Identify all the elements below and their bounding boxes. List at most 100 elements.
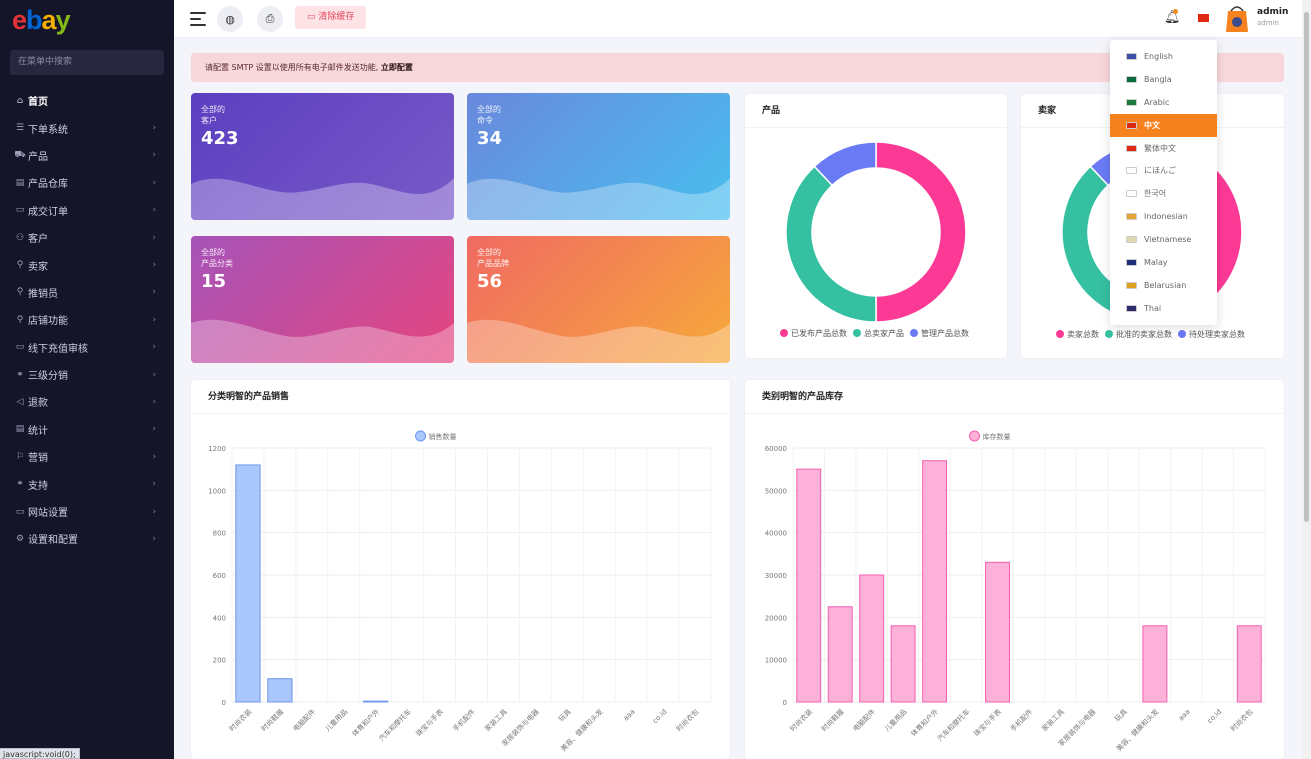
- legend-entry[interactable]: 总卖家产品: [853, 328, 904, 339]
- bar[interactable]: [1142, 625, 1168, 703]
- stat-value: 423: [201, 128, 239, 149]
- y-tick-label: 1000: [208, 487, 226, 495]
- language-option[interactable]: 中文: [1110, 113, 1217, 137]
- sidebar-item[interactable]: ▭ 线下充值审核 ›: [0, 334, 174, 361]
- legend-entry[interactable]: 批准的卖家总数: [1105, 329, 1172, 340]
- sidebar-item[interactable]: ⌂ 首页: [0, 87, 174, 114]
- menu-toggle-icon[interactable]: [190, 12, 206, 26]
- x-tick-label: 时尚衣包: [1229, 707, 1255, 733]
- x-tick-label: 电脑配件: [851, 707, 877, 733]
- menu-icon: ⚲: [16, 314, 24, 325]
- legend-swatch[interactable]: [415, 430, 426, 442]
- language-option[interactable]: Malay: [1110, 251, 1217, 274]
- flag-icon: [1126, 304, 1137, 312]
- legend-entry[interactable]: 已发布产品总数: [780, 328, 847, 339]
- language-option[interactable]: English: [1110, 45, 1217, 68]
- chevron-right-icon: ›: [152, 150, 156, 161]
- x-tick-label: 珠宝与手表: [414, 707, 445, 738]
- clear-cache-button[interactable]: ▭ 清除缓存: [295, 6, 367, 29]
- sidebar-item[interactable]: ⚐ 营销 ›: [0, 443, 174, 470]
- clear-cache-label: 清除缓存: [318, 12, 355, 22]
- sidebar-item[interactable]: ⚭ 支持 ›: [0, 470, 174, 497]
- language-option[interactable]: 繁体中文: [1110, 137, 1217, 160]
- bar[interactable]: [235, 464, 261, 703]
- donut-slice[interactable]: [875, 141, 967, 323]
- chevron-right-icon: ›: [152, 479, 156, 490]
- bar[interactable]: [922, 460, 948, 703]
- bar[interactable]: [859, 574, 885, 703]
- sidebar-item[interactable]: ⚲ 推销员 ›: [0, 279, 174, 306]
- sidebar-item[interactable]: ⚇ 客户 ›: [0, 224, 174, 251]
- language-option[interactable]: Vietnamese: [1110, 228, 1217, 251]
- language-option[interactable]: Indonesian: [1110, 205, 1217, 228]
- legend-swatch[interactable]: [969, 430, 980, 442]
- bar[interactable]: [827, 606, 853, 703]
- sidebar-item-label: 店铺功能: [28, 316, 68, 328]
- language-option[interactable]: Thai: [1110, 297, 1217, 320]
- donut-slice[interactable]: [1061, 165, 1153, 323]
- menu-icon: ☰: [15, 123, 25, 134]
- sidebar-item[interactable]: ⚭ 三级分销 ›: [0, 361, 174, 388]
- language-option[interactable]: Bangla: [1110, 68, 1217, 91]
- legend-entry[interactable]: 管理产品总数: [910, 328, 969, 339]
- sidebar-item[interactable]: ▭ 网站设置 ›: [0, 498, 174, 525]
- globe-button[interactable]: ◍: [217, 6, 243, 32]
- stat-line2: 客户: [201, 116, 217, 125]
- sales-bar-chart: 销售数量 0 200 400 600 800 1000 1200 时尚衣装 时尚鞋履 电脑配件 儿童用…: [208, 430, 712, 753]
- chevron-right-icon: ›: [152, 369, 156, 380]
- x-tick-label: 时尚衣装: [788, 707, 814, 733]
- bar[interactable]: [267, 678, 293, 703]
- bar[interactable]: [985, 561, 1010, 703]
- bar[interactable]: [796, 468, 822, 703]
- configure-now-link[interactable]: 立即配置: [380, 63, 413, 72]
- language-option[interactable]: Arabic: [1110, 91, 1217, 114]
- status-tooltip: javascript:void(0);: [0, 748, 80, 759]
- bar[interactable]: [890, 625, 916, 703]
- language-option[interactable]: Belarusian: [1110, 274, 1217, 297]
- language-option[interactable]: にほんご: [1110, 159, 1217, 182]
- sidebar-item[interactable]: ▤ 统计 ›: [0, 416, 174, 443]
- sidebar-item[interactable]: ◁ 退款 ›: [0, 388, 174, 415]
- flag-icon: [1126, 258, 1137, 266]
- sidebar-item[interactable]: ▤ 产品仓库 ›: [0, 169, 174, 196]
- donut-slice[interactable]: [813, 141, 877, 187]
- sidebar-item[interactable]: ⚲ 卖家 ›: [0, 251, 174, 278]
- x-tick-label: 家装工具: [483, 707, 509, 733]
- product-donut-chart: [785, 141, 967, 323]
- sidebar-item[interactable]: ⚙ 设置和配置 ›: [0, 525, 174, 552]
- avatar[interactable]: [1225, 3, 1249, 33]
- x-tick-label: 体育和户外: [350, 707, 381, 738]
- sidebar-item[interactable]: ⚲ 店铺功能 ›: [0, 306, 174, 333]
- flag-icon: [1126, 190, 1137, 198]
- language-flag-icon[interactable]: [1198, 14, 1209, 22]
- ebay-logo[interactable]: ebay: [12, 4, 71, 35]
- chevron-right-icon: ›: [152, 260, 156, 271]
- page-scrollbar[interactable]: [1302, 0, 1311, 759]
- sidebar-item-label: 客户: [28, 234, 48, 246]
- y-tick-label: 400: [213, 614, 226, 622]
- sidebar-item[interactable]: ▭ 成交订单 ›: [0, 197, 174, 224]
- bar[interactable]: [1236, 625, 1262, 703]
- stat-line1: 全部的: [477, 105, 501, 114]
- flag-icon: [1126, 98, 1137, 106]
- x-tick-label: 汽车和摩托车: [935, 707, 971, 743]
- chevron-right-icon: ›: [152, 342, 156, 353]
- user-name[interactable]: admin: [1257, 7, 1289, 17]
- language-label: にほんご: [1144, 166, 1176, 176]
- sidebar-item[interactable]: ⛟ 产品 ›: [0, 142, 174, 169]
- x-tick-label: aaa: [622, 708, 637, 723]
- language-option[interactable]: 한국어: [1110, 182, 1217, 205]
- legend-entry[interactable]: 卖家总数: [1056, 329, 1099, 340]
- sidebar-item-label: 产品仓库: [28, 179, 68, 191]
- legend-entry[interactable]: 待处理卖家总数: [1178, 329, 1245, 340]
- chevron-right-icon: ›: [152, 232, 156, 243]
- sidebar-item[interactable]: ☰ 下单系统 ›: [0, 114, 174, 141]
- y-tick-label: 0: [222, 699, 226, 707]
- menu-icon: ◁: [16, 396, 24, 407]
- donut-slice[interactable]: [785, 165, 877, 323]
- x-tick-label: 儿童用品: [882, 707, 908, 733]
- sidebar-search-input[interactable]: 在菜单中搜索: [10, 50, 164, 75]
- print-button[interactable]: ⎙: [257, 6, 283, 32]
- chevron-right-icon: ›: [152, 123, 156, 134]
- bar[interactable]: [363, 700, 389, 703]
